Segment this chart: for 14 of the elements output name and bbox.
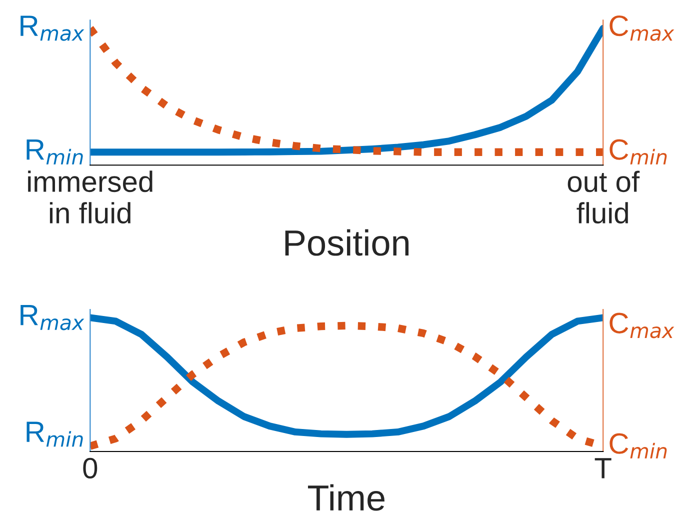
text: C$_{min}$ <box>610 433 667 458</box>
text: R$_{min}$ <box>26 422 83 447</box>
text: R$_{max}$ <box>20 16 84 41</box>
text: R$_{min}$ <box>26 140 83 164</box>
x-tick-label: immersed in fluid <box>28 170 152 224</box>
x-tick-label: T <box>594 458 612 478</box>
text: C$_{max}$ <box>610 312 674 338</box>
text: C$_{min}$ <box>610 139 667 164</box>
text: C$_{max}$ <box>610 15 674 41</box>
x-axis-title: Time <box>308 484 384 511</box>
text: R$_{max}$ <box>20 305 84 330</box>
x-tick-label: 0 <box>83 458 98 478</box>
x-tick-label: out of fluid <box>568 170 640 224</box>
x-axis-title: Position <box>285 229 409 256</box>
